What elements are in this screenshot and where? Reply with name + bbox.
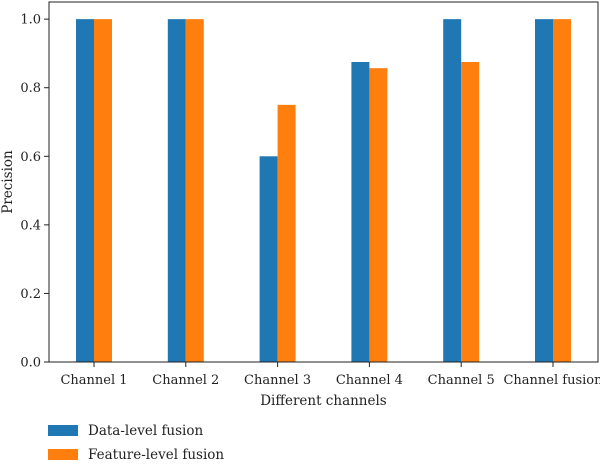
legend-swatch-feature-level xyxy=(48,449,78,460)
bar-feature-level-6 xyxy=(553,19,571,362)
y-tick-label: 0.4 xyxy=(20,218,41,233)
x-tick-label: Channel 2 xyxy=(152,373,219,388)
x-tick-label: Channel 1 xyxy=(60,373,127,388)
bar-data-level-4 xyxy=(351,62,370,362)
x-tick-label: Channel 5 xyxy=(428,373,495,388)
legend: Data-level fusion Feature-level fusion xyxy=(48,423,224,463)
bar-feature-level-2 xyxy=(185,19,204,362)
y-axis-title: Precision xyxy=(0,150,16,214)
legend-label-data-level: Data-level fusion xyxy=(88,423,204,439)
bar-data-level-1 xyxy=(76,19,94,362)
plot-frame xyxy=(48,1,599,363)
x-tick-label: Channel fusion xyxy=(503,373,600,388)
bar-feature-level-5 xyxy=(461,62,480,362)
y-axis-ticks: 0.0 0.2 0.4 0.6 0.8 1.0 xyxy=(20,13,49,371)
y-tick-label: 0.8 xyxy=(20,81,41,96)
legend-swatch-data-level xyxy=(48,425,78,436)
x-axis-ticks: Channel 1 Channel 2 Channel 3 Channel 4 Chan… xyxy=(60,362,600,388)
x-axis-title: Different channels xyxy=(260,393,387,409)
y-tick-label: 0.2 xyxy=(20,287,41,302)
bar-data-level-2 xyxy=(167,19,186,362)
bars-layer xyxy=(76,19,571,363)
x-tick-label: Channel 3 xyxy=(244,373,311,388)
bar-data-level-3 xyxy=(259,156,278,362)
y-tick-label: 1.0 xyxy=(20,13,41,28)
legend-label-feature-level: Feature-level fusion xyxy=(88,447,224,463)
y-tick-label: 0.0 xyxy=(20,356,41,371)
bar-feature-level-1 xyxy=(94,19,112,362)
bar-feature-level-3 xyxy=(277,104,296,363)
bar-feature-level-4 xyxy=(369,68,388,363)
bar-data-level-6 xyxy=(535,19,553,362)
bar-data-level-5 xyxy=(443,19,462,362)
x-tick-label: Channel 4 xyxy=(336,373,403,388)
y-tick-label: 0.6 xyxy=(20,150,41,165)
